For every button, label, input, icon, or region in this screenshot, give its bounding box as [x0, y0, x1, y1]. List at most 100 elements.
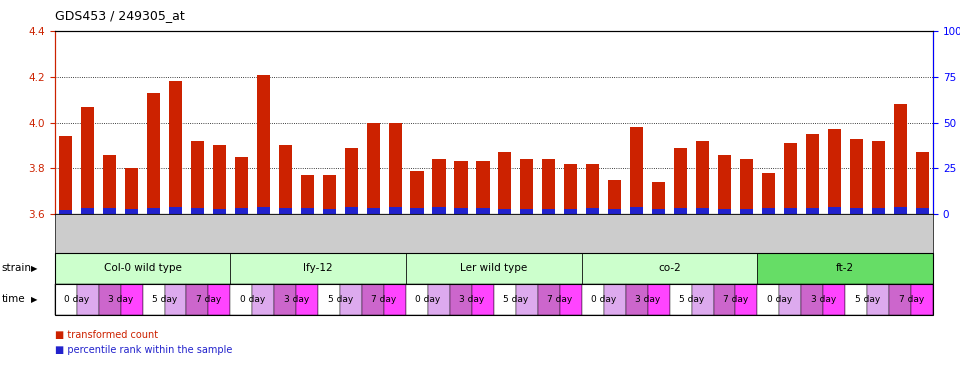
Bar	[894, 104, 907, 214]
Text: 0 day: 0 day	[767, 295, 792, 304]
Bar	[367, 123, 380, 214]
Bar	[674, 208, 687, 214]
Bar	[389, 123, 401, 214]
Bar	[169, 207, 182, 214]
Text: time: time	[2, 294, 26, 304]
Bar	[652, 209, 665, 214]
Text: 7 day: 7 day	[196, 295, 221, 304]
Text: 5 day: 5 day	[679, 295, 705, 304]
Bar	[587, 208, 599, 214]
Bar	[235, 208, 248, 214]
Bar	[587, 164, 599, 214]
Bar	[805, 208, 819, 214]
Bar	[564, 209, 577, 214]
Bar	[60, 209, 72, 214]
Bar	[652, 182, 665, 214]
Text: ft-2: ft-2	[836, 263, 854, 273]
Text: 5 day: 5 day	[854, 295, 880, 304]
Bar	[476, 208, 490, 214]
Bar	[805, 134, 819, 214]
Bar	[564, 164, 577, 214]
Bar	[300, 175, 314, 214]
Bar	[147, 208, 160, 214]
Bar	[213, 146, 226, 214]
Text: 5 day: 5 day	[152, 295, 178, 304]
Bar	[345, 207, 358, 214]
Bar	[432, 207, 445, 214]
Text: 7 day: 7 day	[723, 295, 748, 304]
Bar	[235, 157, 248, 214]
Bar	[894, 207, 907, 214]
Bar	[783, 143, 797, 214]
Bar	[476, 161, 490, 214]
Text: 0 day: 0 day	[240, 295, 265, 304]
Text: Col-0 wild type: Col-0 wild type	[104, 263, 181, 273]
Text: ▶: ▶	[31, 295, 37, 304]
Bar	[213, 209, 226, 214]
Bar	[60, 137, 72, 214]
Bar	[916, 152, 928, 214]
Bar	[300, 208, 314, 214]
Bar	[454, 208, 468, 214]
Text: GDS453 / 249305_at: GDS453 / 249305_at	[55, 9, 184, 22]
Bar	[81, 208, 94, 214]
Bar	[740, 159, 753, 214]
Bar	[498, 209, 512, 214]
Bar	[256, 75, 270, 214]
Bar	[542, 209, 556, 214]
Bar	[498, 152, 512, 214]
Bar	[520, 159, 534, 214]
Bar	[125, 168, 138, 214]
Bar	[520, 209, 534, 214]
Bar	[169, 82, 182, 214]
Bar	[762, 173, 775, 214]
Bar	[411, 208, 423, 214]
Text: 5 day: 5 day	[503, 295, 529, 304]
Text: strain: strain	[2, 263, 32, 273]
Bar	[850, 208, 863, 214]
Text: 0 day: 0 day	[591, 295, 616, 304]
Text: ■ percentile rank within the sample: ■ percentile rank within the sample	[55, 344, 232, 355]
Bar	[872, 208, 885, 214]
Bar	[630, 127, 643, 214]
Bar	[696, 141, 709, 214]
Text: lfy-12: lfy-12	[303, 263, 333, 273]
Text: 7 day: 7 day	[899, 295, 924, 304]
Bar	[828, 207, 841, 214]
Bar	[718, 209, 732, 214]
Text: 3 day: 3 day	[635, 295, 660, 304]
Bar	[718, 155, 732, 214]
Text: 7 day: 7 day	[372, 295, 396, 304]
Bar	[103, 208, 116, 214]
Text: co-2: co-2	[659, 263, 681, 273]
Bar	[256, 207, 270, 214]
Bar	[432, 159, 445, 214]
Bar	[762, 208, 775, 214]
Text: ▶: ▶	[31, 264, 37, 273]
Bar	[81, 107, 94, 214]
Bar	[345, 148, 358, 214]
Bar	[872, 141, 885, 214]
Text: ■ transformed count: ■ transformed count	[55, 330, 157, 340]
Text: 3 day: 3 day	[810, 295, 836, 304]
Bar	[389, 207, 401, 214]
Bar	[367, 208, 380, 214]
Bar	[828, 130, 841, 214]
Bar	[740, 209, 753, 214]
Text: 3 day: 3 day	[459, 295, 485, 304]
Bar	[191, 141, 204, 214]
Bar	[916, 208, 928, 214]
Bar	[783, 208, 797, 214]
Text: 5 day: 5 day	[327, 295, 353, 304]
Bar	[608, 209, 621, 214]
Bar	[411, 171, 423, 214]
Bar	[323, 175, 336, 214]
Bar	[323, 209, 336, 214]
Text: Ler wild type: Ler wild type	[460, 263, 528, 273]
Text: 0 day: 0 day	[64, 295, 89, 304]
Bar	[125, 209, 138, 214]
Bar	[191, 208, 204, 214]
Bar	[542, 159, 556, 214]
Bar	[696, 208, 709, 214]
Bar	[674, 148, 687, 214]
